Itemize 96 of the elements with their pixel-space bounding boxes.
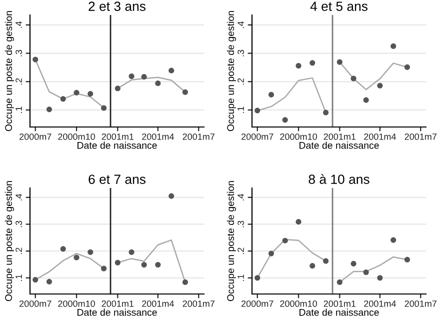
point <box>363 97 369 103</box>
x-tick-label: 2000m7 <box>242 300 274 307</box>
point <box>296 62 302 69</box>
y-tick-label: .4 <box>16 21 22 28</box>
x-tick-label: 2000m10 <box>58 133 95 140</box>
x-tick-label: 2000m7 <box>242 133 274 140</box>
x-axis-title: Date de naissance <box>78 142 157 149</box>
point <box>350 76 356 82</box>
point <box>74 254 80 260</box>
point <box>182 89 188 95</box>
point <box>88 91 94 97</box>
point <box>377 275 383 281</box>
y-axis-title: Occupe un poste de gestion <box>4 181 14 302</box>
x-tick-label: 2001m4 <box>142 133 174 140</box>
x-tick-label: 2000m7 <box>20 300 52 307</box>
x-tick-label: 2001m4 <box>142 300 174 307</box>
y-tick-label: .3 <box>16 50 22 56</box>
x-tick-label: 2001m7 <box>404 300 436 307</box>
point <box>268 250 274 256</box>
point <box>363 269 369 276</box>
point <box>141 262 147 268</box>
point <box>101 105 107 111</box>
point <box>336 279 342 285</box>
point <box>32 56 38 62</box>
x-tick-label: 2000m10 <box>58 300 95 307</box>
chart-title: 2 et 3 ans <box>88 2 146 11</box>
x-tick-label: 2000m10 <box>280 133 317 140</box>
y-axis-title: Occupe un poste de gestion <box>4 11 14 132</box>
y-tick-label: .3 <box>16 220 22 228</box>
point <box>32 277 38 283</box>
point <box>114 86 120 92</box>
point <box>182 279 188 285</box>
point <box>282 238 288 244</box>
y-tick-label: .1 <box>238 106 244 113</box>
x-axis-title: Date de naissance <box>78 308 157 316</box>
y-tick-label: .1 <box>238 274 244 281</box>
point <box>404 64 410 70</box>
point <box>114 260 120 266</box>
x-axis-title: Date de naissance <box>300 308 379 316</box>
point <box>74 90 80 96</box>
y-tick-label: .4 <box>238 21 244 28</box>
x-tick-label: 2001m7 <box>182 133 214 140</box>
x-tick-label: 2000m7 <box>20 133 52 140</box>
point <box>323 110 329 116</box>
point <box>168 68 174 74</box>
point <box>46 278 52 284</box>
y-axis-title: Occupe un poste de gestion <box>226 181 236 302</box>
y-tick-label: .2 <box>16 248 22 254</box>
point <box>46 106 52 112</box>
x-tick-label: 2001m4 <box>364 133 396 140</box>
point <box>404 256 410 262</box>
point <box>128 73 134 80</box>
y-tick-label: .2 <box>238 78 244 85</box>
point <box>141 74 147 80</box>
y-tick-label: .1 <box>16 274 22 281</box>
point <box>128 249 134 255</box>
point <box>254 108 260 114</box>
point <box>350 260 356 266</box>
point <box>310 263 316 269</box>
point <box>60 246 66 252</box>
y-tick-label: .3 <box>238 50 244 56</box>
y-tick-label: .1 <box>16 106 22 113</box>
x-tick-label: 2001m7 <box>182 300 214 307</box>
y-tick-label: .2 <box>238 248 244 254</box>
x-tick-label: 2001m1 <box>324 300 356 307</box>
y-axis-title: Occupe un poste de gestion <box>226 11 236 132</box>
point <box>254 275 260 281</box>
point <box>101 266 107 272</box>
chart-title: 4 et 5 ans <box>310 2 368 11</box>
x-tick-label: 2000m10 <box>280 300 317 307</box>
point <box>282 117 288 123</box>
x-tick-label: 2001m7 <box>404 133 436 140</box>
chart-title: 6 et 7 ans <box>88 174 146 184</box>
y-tick-label: .4 <box>16 194 22 200</box>
point <box>155 262 161 268</box>
point <box>296 219 302 225</box>
x-tick-label: 2001m1 <box>102 300 134 307</box>
y-tick-label: .2 <box>16 78 22 85</box>
x-axis-title: Date de naissance <box>300 142 379 149</box>
point <box>390 43 396 49</box>
point <box>336 59 342 65</box>
point <box>310 60 316 66</box>
x-tick-label: 2001m4 <box>364 300 396 307</box>
x-tick-label: 2001m1 <box>324 133 356 140</box>
point <box>268 92 274 98</box>
y-tick-label: .3 <box>238 220 244 228</box>
point <box>88 249 94 255</box>
y-tick-label: .4 <box>238 194 244 200</box>
point <box>377 82 383 88</box>
point <box>323 258 329 264</box>
point <box>168 193 174 199</box>
x-tick-label: 2001m1 <box>102 133 134 140</box>
point <box>390 237 396 243</box>
point <box>155 80 161 86</box>
chart-title: 8 à 10 ans <box>308 174 370 184</box>
point <box>60 96 66 102</box>
